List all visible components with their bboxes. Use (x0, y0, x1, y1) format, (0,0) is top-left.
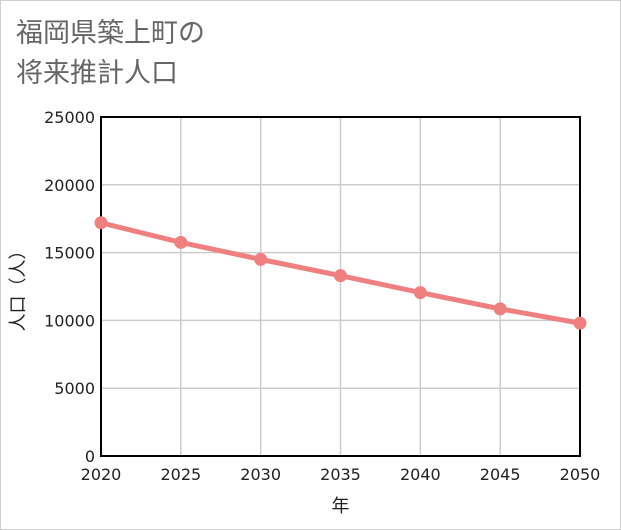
y-tick-label-25000: 25000 (44, 108, 95, 127)
x-axis-label: 年 (332, 496, 350, 517)
x-tick-label-2040: 2040 (400, 465, 441, 484)
data-point-2030 (254, 252, 268, 266)
x-tick-label-2035: 2035 (320, 465, 361, 484)
data-point-2045 (493, 302, 507, 316)
y-axis-label: 人口（人） (8, 242, 29, 332)
x-tick-label-2050: 2050 (560, 465, 601, 484)
y-tick-label-20000: 20000 (44, 176, 95, 195)
y-tick-label-5000: 5000 (54, 379, 95, 398)
y-tick-label-15000: 15000 (44, 244, 95, 263)
x-tick-label-2025: 2025 (160, 465, 201, 484)
data-point-2050 (573, 316, 587, 330)
data-point-2025 (174, 235, 188, 249)
data-point-2035 (334, 269, 347, 283)
chart-title-line-1: 福岡県築上町の (16, 18, 205, 49)
y-tick-label-10000: 10000 (44, 311, 95, 330)
x-tick-label-2045: 2045 (480, 465, 521, 484)
data-point-2040 (413, 286, 427, 300)
plot-area-border (100, 116, 581, 457)
x-tick-label-2030: 2030 (240, 465, 281, 484)
x-tick-label-2020: 2020 (81, 465, 122, 484)
y-tick-label-0: 0 (85, 447, 95, 466)
chart-title: 福岡県築上町の 将来推計人口 (16, 14, 205, 94)
chart-title-line-2: 将来推計人口 (16, 58, 178, 89)
data-point-2020 (94, 216, 108, 230)
